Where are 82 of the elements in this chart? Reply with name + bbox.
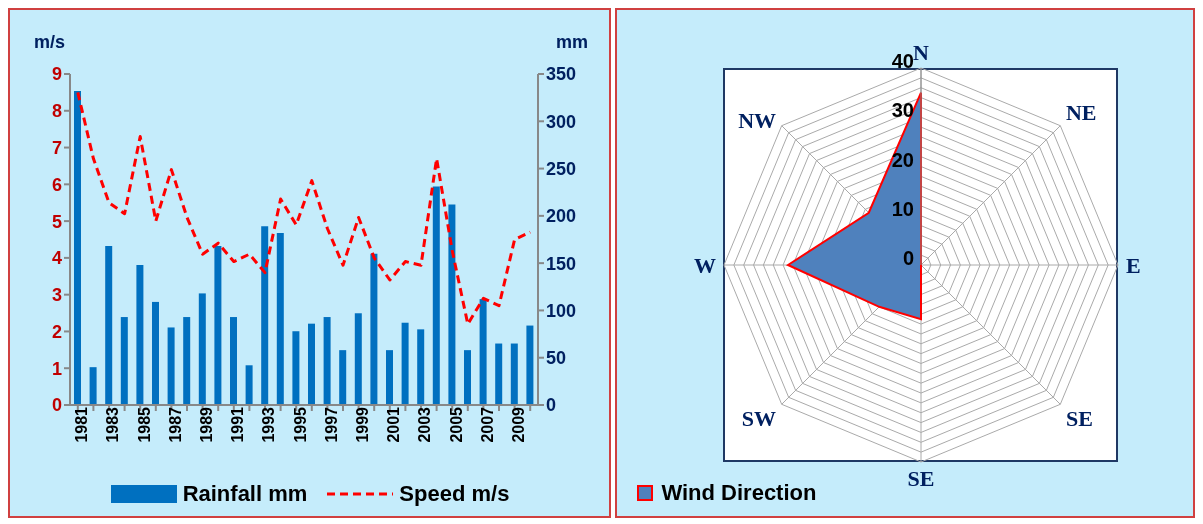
bar bbox=[136, 265, 144, 405]
x-tick-label: 1983 bbox=[104, 406, 122, 443]
y-tick-label: 0 bbox=[51, 395, 62, 416]
y-tick-label: 20 bbox=[892, 148, 915, 171]
bar bbox=[323, 317, 331, 405]
x-tick-label: 1993 bbox=[260, 406, 278, 443]
spoke-label: W bbox=[694, 252, 717, 278]
x-tick-label: 1991 bbox=[229, 406, 247, 443]
legend-label: Speed m/s bbox=[398, 481, 510, 507]
bar bbox=[152, 301, 159, 405]
x-tick-label: 2001 bbox=[385, 406, 403, 443]
y-tick-label: 7 bbox=[51, 137, 62, 158]
y2-tick-label: 150 bbox=[546, 253, 577, 274]
bar bbox=[339, 350, 347, 405]
y-tick-label: 8 bbox=[51, 101, 62, 122]
y-tick-label: 10 bbox=[892, 197, 915, 220]
bar bbox=[386, 350, 393, 405]
bar bbox=[448, 204, 456, 405]
y2-axis-title: mm bbox=[556, 32, 589, 53]
y2-tick-label: 350 bbox=[546, 64, 577, 85]
bar bbox=[276, 232, 284, 405]
y2-tick-label: 200 bbox=[546, 206, 577, 227]
bar bbox=[292, 331, 300, 405]
legend-label: Rainfall mm bbox=[181, 481, 308, 507]
y-tick-label: 40 bbox=[892, 50, 915, 72]
bar bbox=[230, 317, 237, 405]
bar bbox=[417, 329, 425, 405]
y2-tick-label: 100 bbox=[546, 300, 577, 321]
y2-tick-label: 250 bbox=[546, 158, 577, 179]
spoke-label: SE bbox=[907, 465, 935, 491]
y-axis-title: m/s bbox=[34, 32, 66, 53]
bar bbox=[183, 317, 191, 405]
bar bbox=[401, 322, 409, 405]
x-tick-label: 1989 bbox=[197, 406, 215, 443]
x-tick-label: 2003 bbox=[416, 406, 434, 443]
y-tick-label: 30 bbox=[892, 99, 915, 122]
x-tick-label: 1997 bbox=[322, 406, 340, 443]
spoke-label: N bbox=[913, 40, 930, 65]
x-tick-label: 1987 bbox=[166, 406, 184, 443]
bar bbox=[214, 246, 222, 405]
bar bbox=[510, 343, 518, 405]
y-tick-label: 2 bbox=[51, 321, 62, 342]
bar bbox=[308, 323, 315, 405]
x-tick-label: 1981 bbox=[73, 406, 91, 443]
spoke-label: E bbox=[1126, 252, 1142, 278]
x-tick-label: 1985 bbox=[135, 406, 153, 443]
y-tick-label: 5 bbox=[51, 211, 62, 232]
y2-tick-label: 50 bbox=[546, 348, 567, 369]
bar bbox=[198, 293, 206, 405]
x-tick-label: 1999 bbox=[353, 406, 371, 443]
bar bbox=[245, 365, 253, 405]
bar bbox=[167, 327, 175, 405]
x-tick-label: 2009 bbox=[509, 406, 527, 443]
y2-tick-label: 0 bbox=[546, 395, 557, 416]
spoke-label: SW bbox=[742, 405, 777, 431]
x-tick-label: 1995 bbox=[291, 406, 309, 443]
legend-label: Wind Direction bbox=[660, 480, 817, 506]
y-tick-label: 9 bbox=[51, 64, 62, 85]
bar bbox=[105, 246, 113, 405]
spoke-label: SE bbox=[1066, 405, 1094, 431]
y-tick-label: 4 bbox=[51, 248, 62, 269]
bar bbox=[479, 299, 487, 405]
bar bbox=[432, 186, 440, 405]
bar bbox=[526, 325, 534, 405]
bar bbox=[354, 313, 362, 405]
bar bbox=[74, 91, 81, 405]
line-series bbox=[76, 90, 532, 326]
bar bbox=[261, 226, 269, 405]
bar bbox=[120, 317, 128, 405]
y-tick-label: 0 bbox=[903, 247, 915, 269]
y-tick-label: 1 bbox=[51, 358, 62, 379]
y2-tick-label: 300 bbox=[546, 111, 577, 132]
spoke-label: NW bbox=[738, 107, 777, 133]
bar bbox=[370, 253, 378, 405]
y-tick-label: 3 bbox=[51, 285, 62, 306]
spoke-label: NE bbox=[1066, 100, 1097, 126]
y-tick-label: 6 bbox=[51, 174, 62, 195]
x-tick-label: 2007 bbox=[478, 406, 496, 443]
x-tick-label: 2005 bbox=[447, 406, 465, 443]
bar bbox=[464, 350, 471, 405]
bar bbox=[495, 343, 503, 405]
bar bbox=[89, 367, 97, 405]
